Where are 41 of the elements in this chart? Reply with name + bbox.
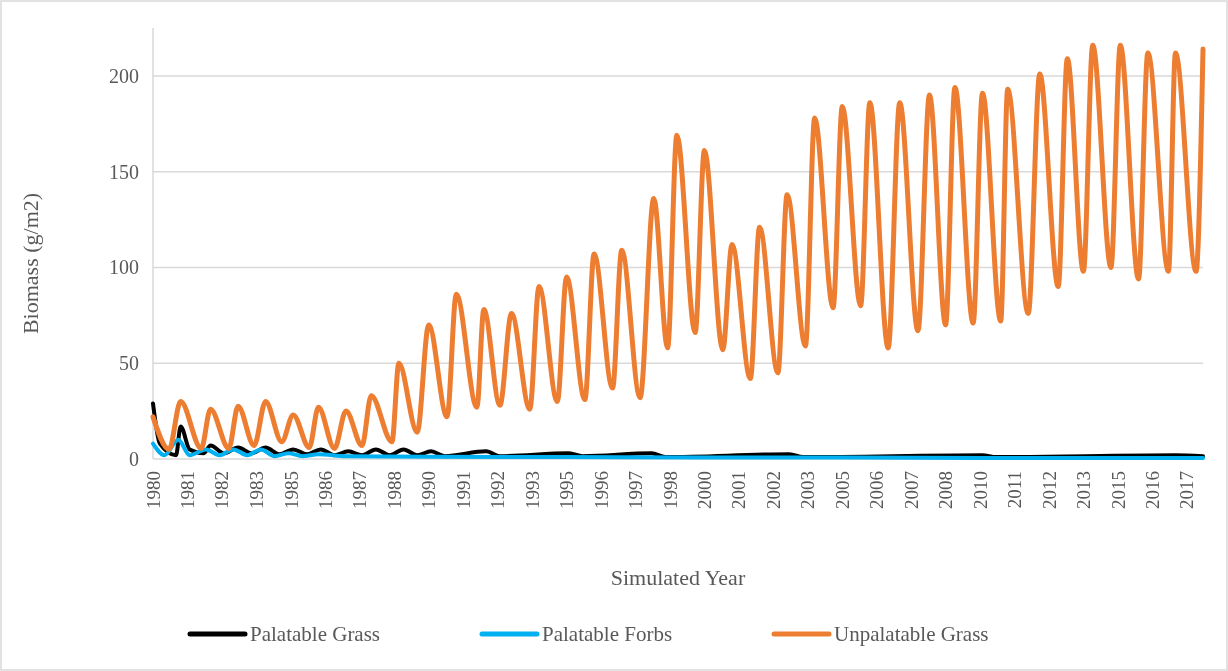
legend-label: Palatable Grass xyxy=(250,622,381,647)
x-tick-label: 1996 xyxy=(590,471,612,509)
y-tick-label: 0 xyxy=(129,448,139,470)
x-tick-label: 1981 xyxy=(177,471,199,509)
x-tick-label: 2005 xyxy=(831,471,853,509)
legend-label: Palatable Forbs xyxy=(542,622,673,647)
x-tick-label: 1993 xyxy=(521,471,543,509)
x-tick-label: 2003 xyxy=(797,471,819,509)
x-tick-label: 2000 xyxy=(694,471,716,509)
y-tick-label: 150 xyxy=(109,160,139,183)
x-tick-label: 1985 xyxy=(280,471,302,509)
x-tick-label: 1980 xyxy=(142,471,164,509)
legend-label: Unpalatable Grass xyxy=(834,622,989,647)
x-tick-label: 1997 xyxy=(625,471,647,509)
x-tick-label: 2011 xyxy=(1004,471,1026,509)
x-tick-label: 1988 xyxy=(383,471,405,509)
x-tick-label: 2001 xyxy=(728,471,750,509)
y-tick-label: 100 xyxy=(109,256,139,279)
y-tick-label: 200 xyxy=(109,64,139,87)
x-tick-label: 2006 xyxy=(866,471,888,509)
x-tick-label: 1982 xyxy=(211,471,233,509)
x-tick-label: 1991 xyxy=(452,471,474,509)
x-tick-label: 1983 xyxy=(245,471,267,509)
x-tick-label: 1990 xyxy=(418,471,440,509)
x-tick-label: 2010 xyxy=(969,471,991,509)
x-tick-label: 2015 xyxy=(1107,471,1129,509)
x-tick-label: 2013 xyxy=(1073,471,1095,509)
x-tick-label: 1986 xyxy=(314,471,336,509)
x-tick-label: 1998 xyxy=(659,471,681,509)
x-tick-label: 1987 xyxy=(349,471,371,509)
x-tick-label: 2007 xyxy=(900,471,922,509)
x-tick-label: 2016 xyxy=(1142,471,1163,509)
x-tick-label: 2012 xyxy=(1038,471,1060,509)
x-tick-label: 2002 xyxy=(762,471,784,509)
x-tick-label: 1992 xyxy=(487,471,509,509)
x-axis-title: Simulated Year xyxy=(610,565,746,590)
y-axis-title: Biomass (g/m2) xyxy=(18,192,43,335)
x-tick-label: 2008 xyxy=(935,471,957,509)
x-tick-label: 1995 xyxy=(556,471,578,509)
x-tick-label: 2017 xyxy=(1176,471,1198,509)
y-tick-label: 50 xyxy=(119,352,139,375)
